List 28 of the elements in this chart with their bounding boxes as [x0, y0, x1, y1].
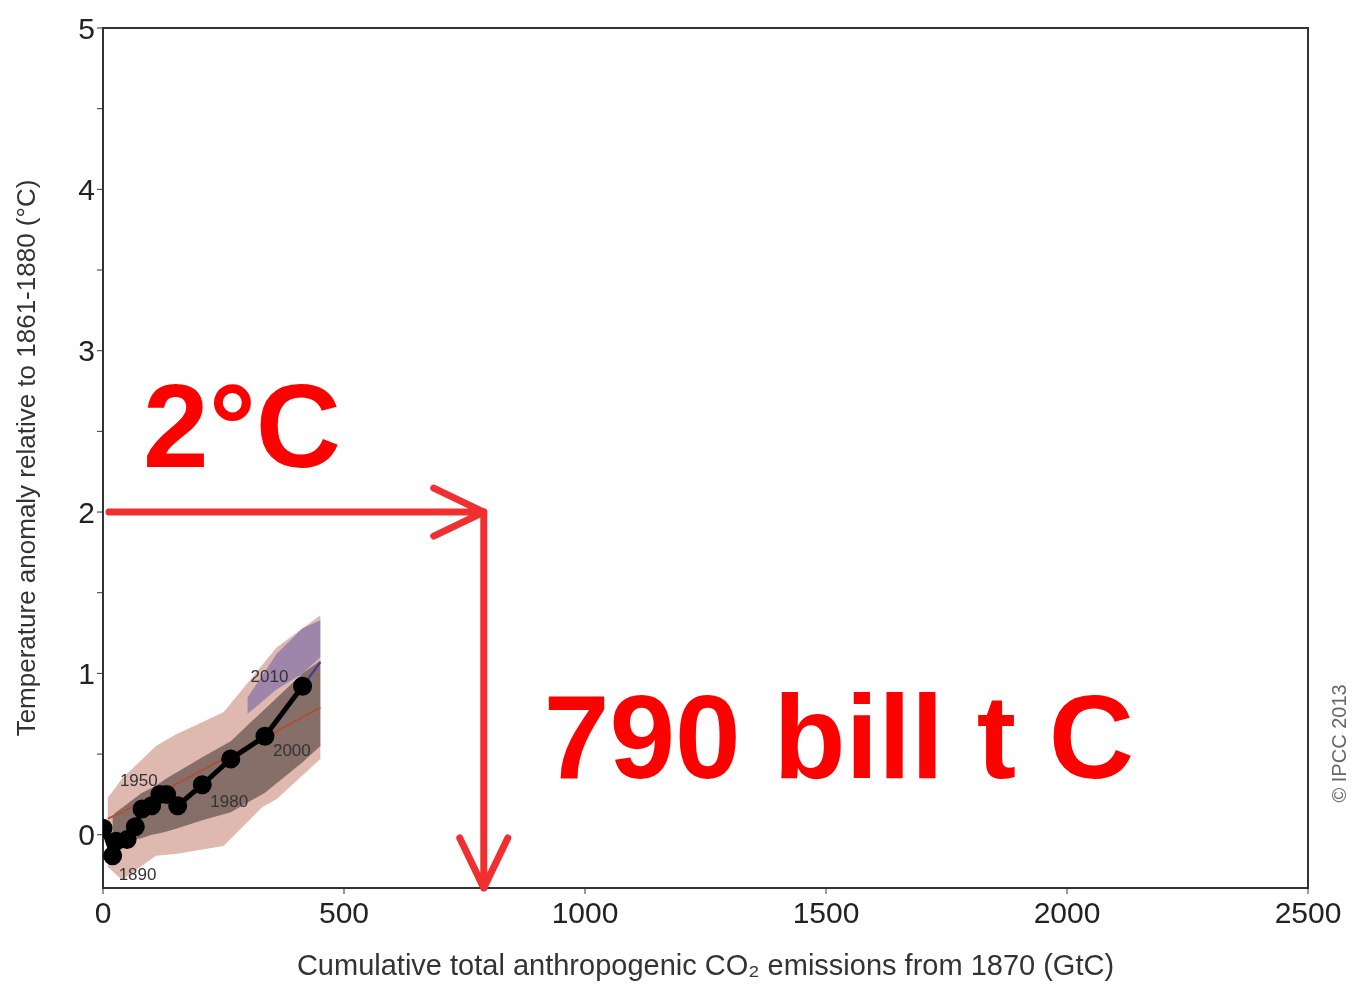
point: [221, 749, 241, 769]
point: [125, 817, 145, 837]
y-tick-label: 1: [78, 657, 95, 691]
x-axis-title: Cumulative total anthropogenic CO₂ emissions from 1870 (GtC): [296, 949, 1115, 981]
annotation: 1950: [119, 771, 158, 791]
point: [192, 775, 212, 795]
y-tick-label: 5: [78, 11, 95, 45]
text: © IPCC 2013: [1328, 684, 1350, 803]
y-axis-title: Temperature anomaly relative to 1861-1880 (°C): [11, 179, 42, 737]
x-tick-label: 1500: [792, 896, 860, 930]
x-tick-label: 1000: [551, 896, 619, 930]
y-tick-label: 3: [78, 334, 95, 368]
ref-line-label: 2°C: [143, 360, 342, 493]
point: [103, 846, 123, 866]
annotation: 1890: [118, 864, 157, 884]
y-tick-label: 4: [78, 173, 95, 206]
point: [168, 796, 188, 816]
point: [255, 726, 275, 746]
point: [293, 676, 313, 696]
x-tick-label: 2500: [1274, 896, 1342, 930]
y-tick-label: 0: [78, 818, 95, 852]
x-tick-label: 2000: [1033, 896, 1101, 930]
ref-line-label: 790 bill t C: [543, 671, 1134, 804]
y-tick-label: 2: [78, 495, 95, 529]
annotation: 1980: [210, 791, 249, 811]
x-tick-label: 500: [318, 896, 370, 930]
point: [117, 830, 137, 850]
annotation: 2000: [272, 741, 311, 761]
